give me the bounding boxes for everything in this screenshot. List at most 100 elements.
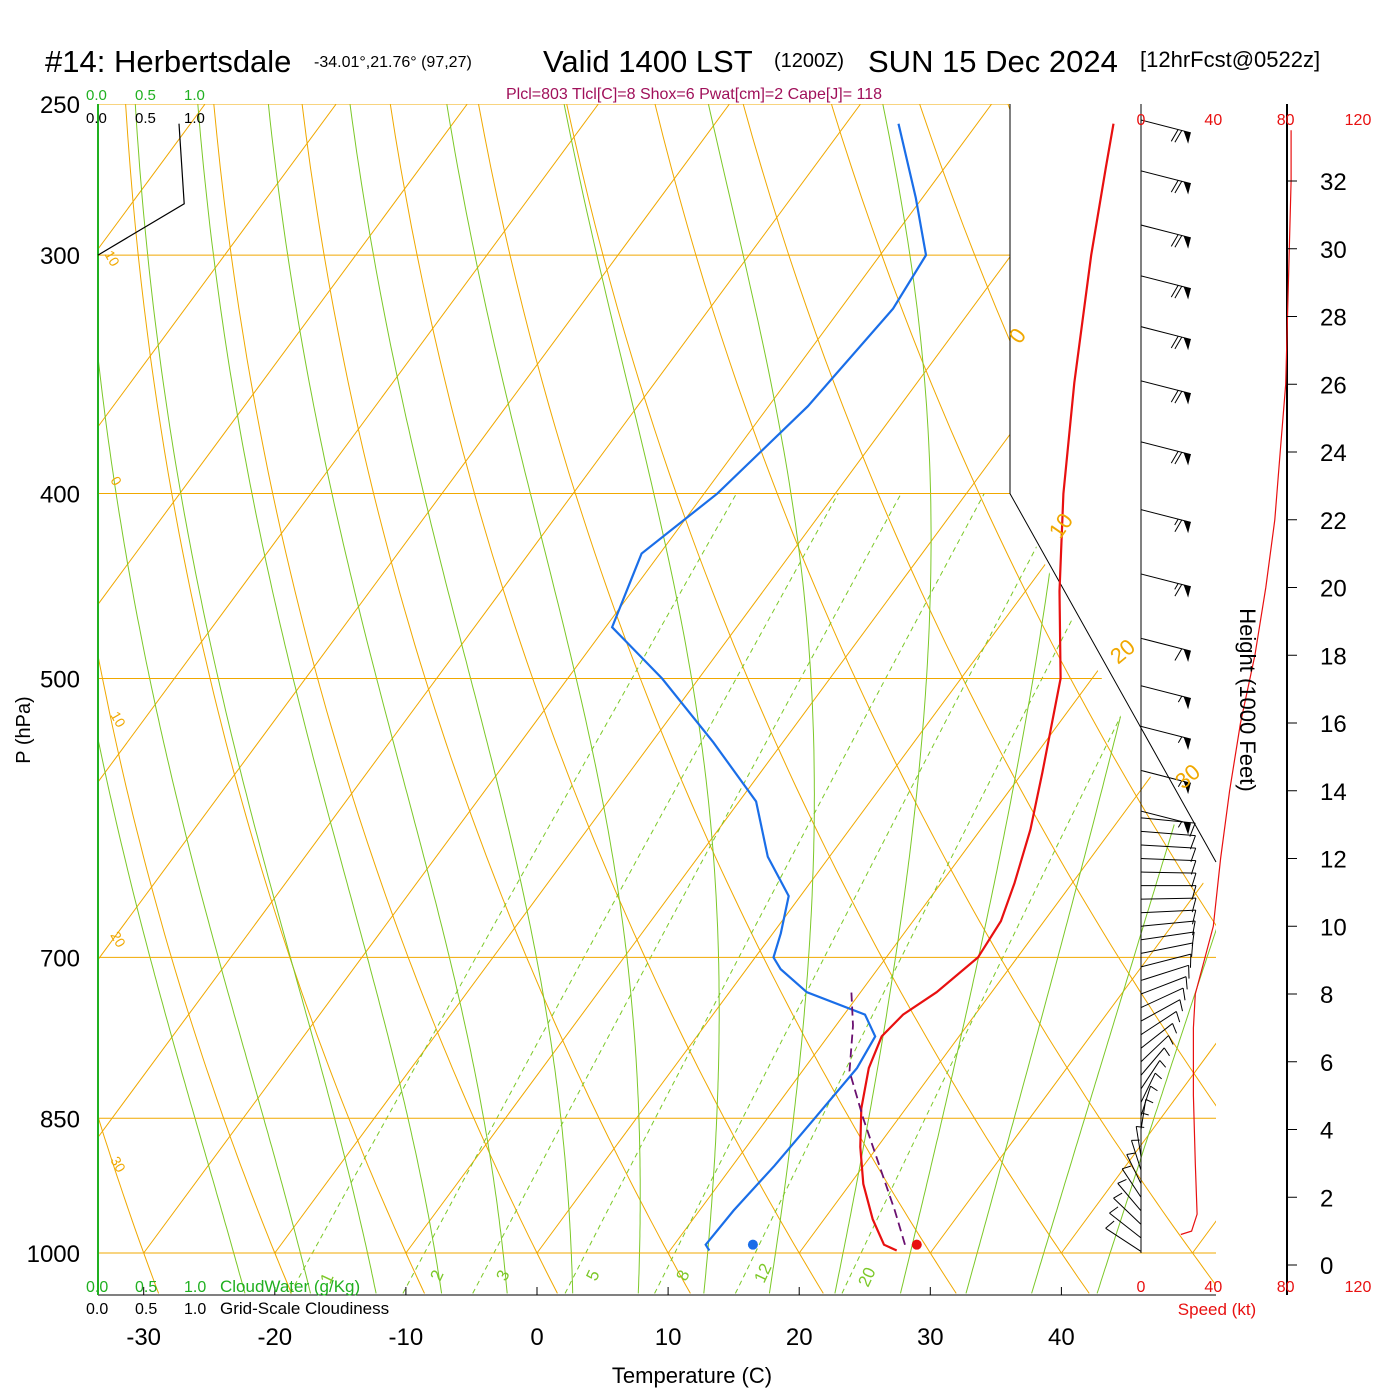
plot-mask: [1010, 104, 1216, 909]
wind-barb-staff: [1117, 1183, 1142, 1212]
wind-barb-feather: [1174, 391, 1183, 404]
wind-barb-pennant: [1183, 520, 1191, 534]
wind-barb: [1140, 326, 1191, 351]
wind-barb-feather: [1126, 1152, 1136, 1155]
wind-barb-staff: [1140, 964, 1189, 981]
wind-barb: [1140, 170, 1191, 195]
wind-barb: [1140, 1023, 1178, 1049]
isotherm-label: 10: [101, 248, 123, 270]
wind-barb-feather: [1179, 999, 1183, 1012]
dry-adiabat-line: [213, 104, 558, 1294]
wind-barb-staff: [1140, 953, 1191, 968]
height-tick-label: 12: [1320, 847, 1347, 874]
bottom-speed-tick: 0: [1137, 1279, 1146, 1296]
wind-barb: [1140, 725, 1191, 750]
isotherm-label: 10: [107, 709, 129, 731]
height-axis-title: Height (1000 Feet): [1235, 608, 1260, 791]
x-tick-label: 20: [786, 1324, 813, 1351]
wind-barb-feather: [1170, 335, 1179, 349]
wind-barb-feather: [1190, 847, 1197, 862]
wind-barb-staff: [1140, 769, 1191, 784]
moist-adiabat-line: [1031, 684, 1216, 1294]
height-tick-label: 14: [1320, 779, 1347, 806]
wind-barb-half-feather: [1174, 583, 1179, 590]
mixing-ratio-label: 20: [854, 1265, 879, 1290]
mixing-ratio-label: 5: [582, 1267, 603, 1284]
wind-barb-feather: [1191, 909, 1197, 925]
wind-barb-staff: [1140, 999, 1181, 1022]
height-tick-label: 32: [1320, 169, 1347, 196]
moist-adiabat-line: [834, 104, 932, 1294]
wind-barb-staff: [1121, 1168, 1142, 1198]
wind-barb-staff: [1140, 380, 1191, 395]
wind-barb-feather: [1105, 1220, 1115, 1229]
bottom-speed-tick: 40: [1204, 1279, 1222, 1296]
wind-barb-staff: [1140, 441, 1191, 456]
wind-barb: [1109, 1206, 1142, 1239]
wind-barb-half-feather: [1177, 736, 1183, 743]
bottom-speed-tick: 80: [1277, 1279, 1295, 1296]
dry-adiabat-line: [566, 104, 1090, 1294]
wind-barb-half-feather: [1177, 780, 1183, 788]
surface-dewpoint-point: [747, 1239, 758, 1250]
dry-adiabat-line: [1273, 104, 1400, 1293]
wind-barb: [1140, 275, 1191, 300]
top-cloudiness-tick: 0.0: [86, 110, 107, 127]
top-cloudwater-tick: 1.0: [184, 87, 205, 104]
x-axis-title: Temperature (C): [612, 1363, 772, 1388]
pressure-tick-label: 250: [40, 92, 80, 119]
station-title: #14: Herbertsdale: [45, 44, 291, 79]
wind-barb-staff: [1140, 275, 1191, 290]
mixing-ratio-line: [289, 493, 737, 1294]
isotherm-line: [1060, 1042, 1216, 1254]
wind-barb: [1140, 931, 1195, 947]
x-tick-label: -20: [257, 1324, 292, 1351]
surface-temperature-point: [911, 1239, 922, 1250]
wind-barb-staff: [1140, 1072, 1156, 1103]
wind-barb: [1140, 769, 1191, 795]
wind-barb-feather: [1136, 1125, 1145, 1128]
dry-adiabat-line: [125, 104, 425, 1294]
wind-barb-staff: [1140, 1086, 1152, 1117]
wind-barb: [1140, 1085, 1158, 1117]
profiles: [97, 123, 1115, 1252]
height-tick-label: 30: [1320, 237, 1347, 264]
mixing-ratio-label: 3: [492, 1267, 513, 1284]
wind-barb-half-feather: [1177, 821, 1183, 828]
wind-barb: [1140, 987, 1186, 1009]
wind-barb-pennant: [1183, 286, 1191, 300]
moist-adiabat-line: [197, 104, 443, 1294]
wind-barb-staff: [1140, 987, 1184, 1009]
wind-barb-feather: [1189, 822, 1196, 837]
valid-time: Valid 1400 LST: [543, 44, 753, 79]
mixing-ratio-line: [564, 493, 985, 1294]
wind-barb-staff: [1140, 858, 1196, 862]
wind-barb-feather: [1174, 336, 1183, 350]
moist-adiabat-line: [349, 104, 574, 1294]
x-tick-label: 40: [1048, 1324, 1075, 1351]
wind-barb-feather: [1170, 234, 1179, 247]
top-speed-tick: 120: [1345, 112, 1372, 129]
wind-barb: [1140, 920, 1196, 936]
wind-barb: [1140, 509, 1191, 534]
wind-barb-staff: [1140, 170, 1191, 185]
wind-barb-feather: [1109, 1206, 1119, 1214]
forecast-info: [12hrFcst@0522z]: [1140, 47, 1320, 72]
top-cloudiness-tick: 0.5: [135, 110, 156, 127]
wind-barb-feather: [1145, 1098, 1154, 1104]
sounding-parameters: Plcl=803 Tlcl[C]=8 Shox=6 Pwat[cm]=2 Cap…: [506, 86, 882, 103]
wind-barb-feather: [1174, 452, 1183, 465]
wind-barb-staff: [1140, 909, 1196, 914]
bottom-cloudiness-tick: 1.0: [184, 1301, 206, 1318]
top-speed-tick: 0: [1137, 112, 1146, 129]
wind-barb: [1105, 1220, 1142, 1252]
wind-barb-feather: [1170, 451, 1179, 464]
moist-adiabat-line: [98, 352, 311, 1294]
wind-barb: [1121, 1165, 1142, 1198]
isotherm-label: 0: [107, 474, 125, 489]
wind-barb-feather: [1172, 1023, 1178, 1034]
isotherm-line: [98, 104, 468, 606]
wind-barb-feather: [1174, 519, 1183, 533]
wind-barb-feather: [1174, 584, 1183, 597]
